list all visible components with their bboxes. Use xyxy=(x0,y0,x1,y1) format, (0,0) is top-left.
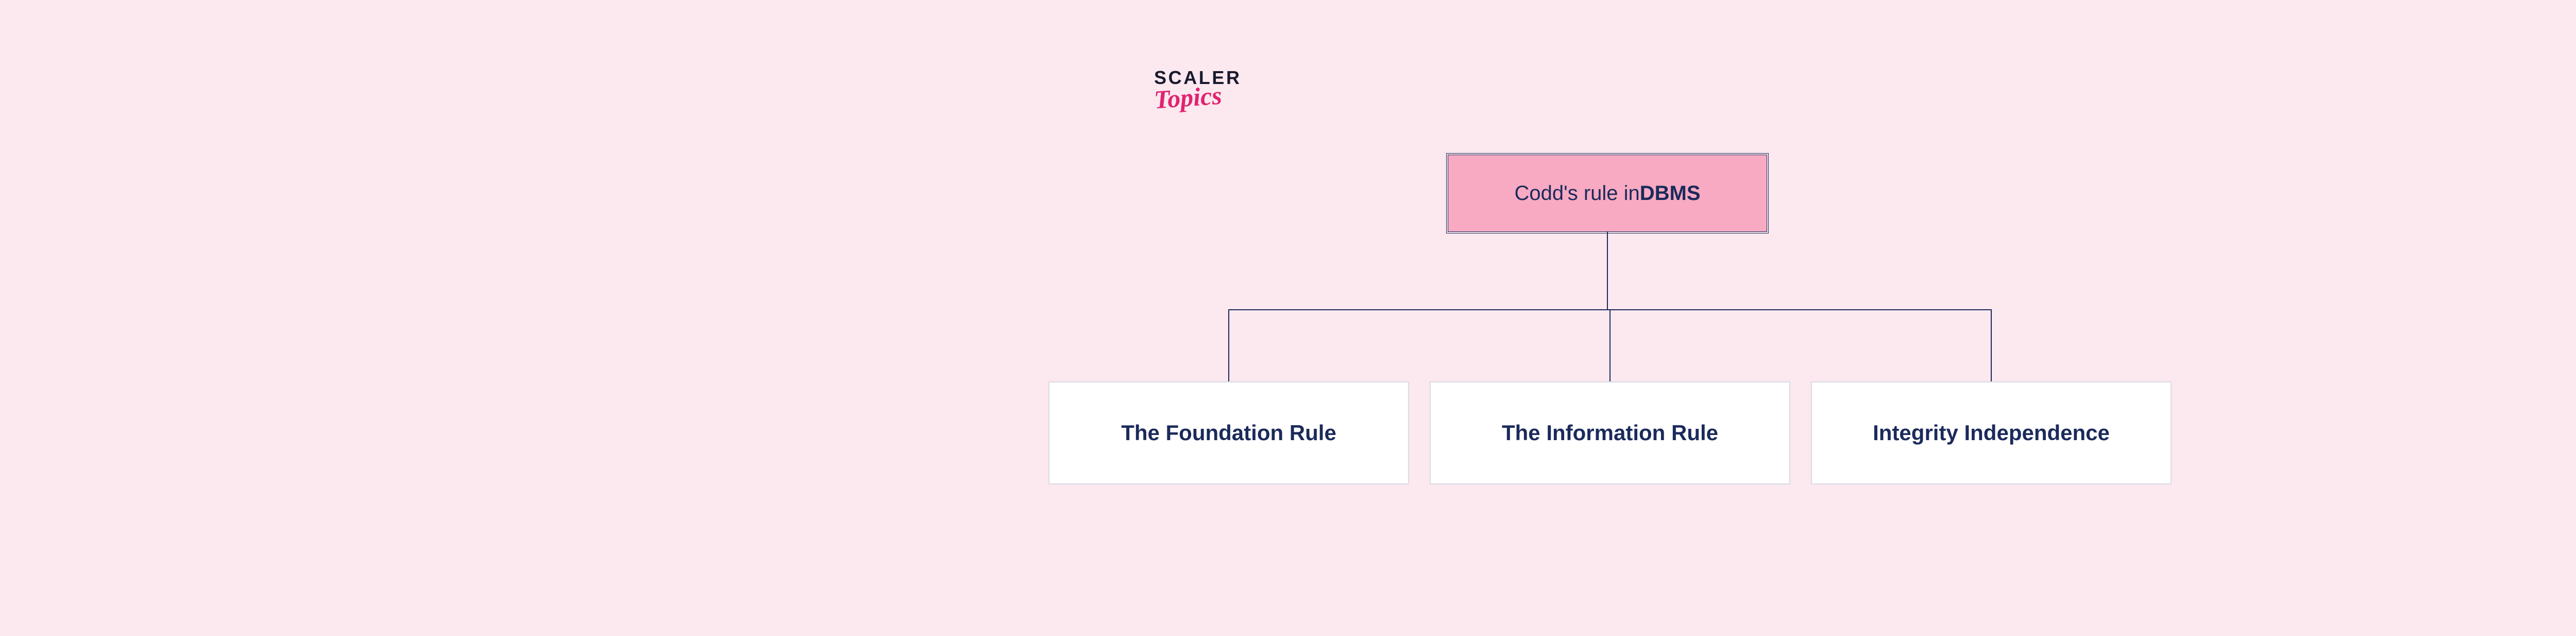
root-node: Codd's rule in DBMS xyxy=(1448,155,1767,232)
connector-line xyxy=(1609,309,1611,381)
child-node: The Foundation Rule xyxy=(1048,381,1409,484)
connector-line xyxy=(1228,309,1229,381)
child-label: Integrity Independence xyxy=(1873,421,2110,445)
child-label: The Information Rule xyxy=(1502,421,1718,445)
diagram-canvas: SCALERTopics Codd's rule in DBMS The Found… xyxy=(0,0,2576,636)
connector-line xyxy=(1991,309,1992,381)
connector-line xyxy=(1607,232,1608,309)
child-node: The Information Rule xyxy=(1430,381,1790,484)
child-node: Integrity Independence xyxy=(1811,381,2172,484)
root-label-bold: DBMS xyxy=(1640,182,1701,205)
logo: SCALERTopics xyxy=(1154,67,1242,112)
root-label-prefix: Codd's rule in xyxy=(1514,182,1639,205)
logo-text-topics: Topics xyxy=(1153,80,1223,114)
child-label: The Foundation Rule xyxy=(1121,421,1336,445)
